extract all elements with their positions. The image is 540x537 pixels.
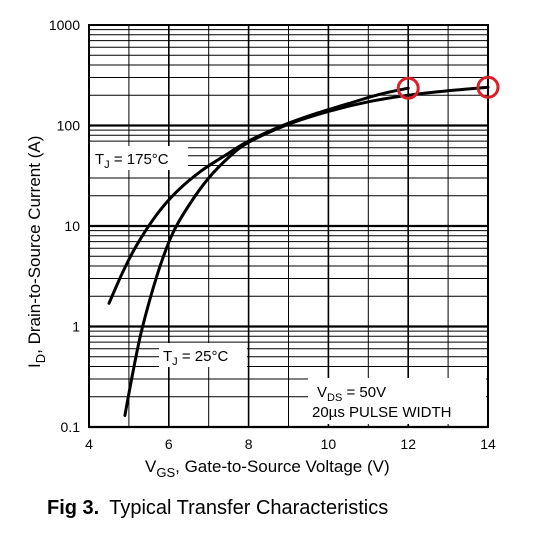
- label-175c-group: TJ = 175°C: [90, 146, 188, 171]
- x-tick-label: 6: [165, 436, 173, 452]
- highlight-circle: [476, 75, 500, 99]
- x-tick-label: 12: [400, 436, 416, 452]
- series-label-175c: TJ = 175°C: [95, 151, 169, 171]
- curve-tj-25c: [123, 85, 490, 417]
- y-axis-title: ID, Drain-to-Source Current (A): [25, 136, 48, 368]
- x-tick-label: 10: [321, 436, 337, 452]
- curve-tj-175c: [107, 86, 410, 305]
- vds-condition: VDS = 50V: [317, 384, 386, 404]
- x-tick-label: 8: [245, 436, 253, 452]
- x-axis-title: VGS, Gate-to-Source Voltage (V): [145, 457, 390, 480]
- y-tick-label: 1: [72, 319, 80, 335]
- conditions-box: VDS = 50V 20µs PULSE WIDTH: [308, 378, 486, 424]
- x-tick-labels: 4 6 8 10 12 14: [85, 436, 496, 452]
- plot-frame: [88, 24, 489, 428]
- curves: [107, 85, 490, 417]
- series-label-25c: TJ = 25°C: [163, 348, 228, 368]
- y-tick-label: 10: [64, 218, 80, 234]
- highlight-markers: [396, 75, 500, 100]
- y-tick-labels: 1000 100 10 1 0.1: [49, 17, 80, 435]
- label-25c-group: TJ = 25°C: [159, 343, 247, 368]
- figure-number: Fig 3.: [47, 497, 100, 519]
- y-tick-label: 0.1: [61, 419, 81, 435]
- pulse-width-condition: 20µs PULSE WIDTH: [312, 404, 452, 421]
- minor-grid: [89, 25, 488, 427]
- x-tick-label: 4: [85, 436, 93, 452]
- y-tick-label: 1000: [49, 17, 80, 33]
- x-tick-label: 14: [480, 436, 496, 452]
- figure-title: Typical Transfer Characteristics: [109, 497, 389, 519]
- figure-caption: Fig 3. Typical Transfer Characteristics: [47, 497, 388, 520]
- highlight-circle: [396, 76, 420, 100]
- y-tick-label: 100: [57, 118, 81, 134]
